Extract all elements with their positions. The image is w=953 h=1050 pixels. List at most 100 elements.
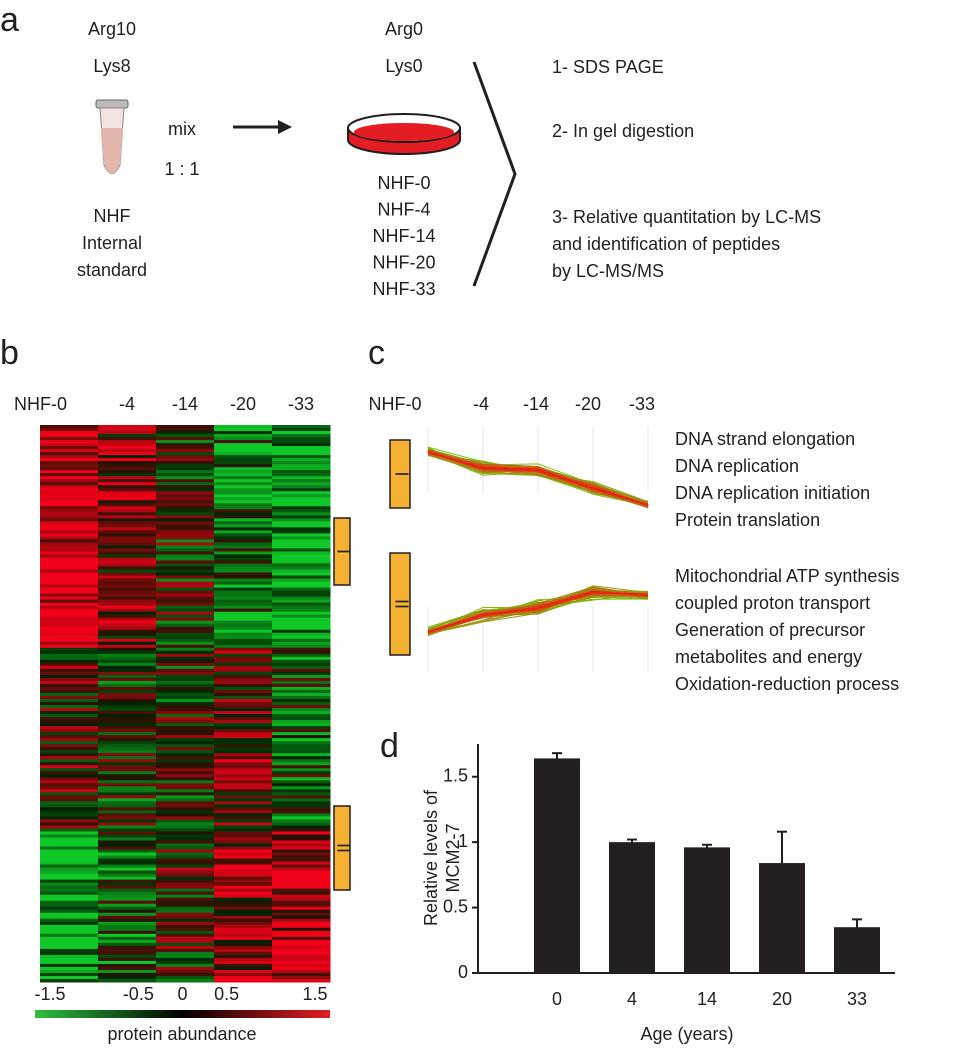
heatmap-cell xyxy=(272,897,331,902)
heatmap-cell xyxy=(214,858,273,863)
heatmap-cell xyxy=(98,789,157,793)
y-tick-label: 0 xyxy=(458,962,468,982)
heatmap-cell xyxy=(40,476,99,480)
heatmap-cell xyxy=(98,590,157,595)
heatmap-cell xyxy=(156,762,215,766)
heatmap-cell xyxy=(98,852,157,857)
heatmap-cell xyxy=(156,608,215,613)
heatmap-cell xyxy=(40,557,99,561)
heatmap-cell xyxy=(156,584,215,589)
heatmap-cell xyxy=(40,659,99,664)
heatmap-cell xyxy=(156,428,215,432)
heatmap-cell xyxy=(272,876,331,881)
heatmap-cell xyxy=(214,512,273,516)
heatmap-cell xyxy=(156,500,215,504)
heatmap-cell xyxy=(156,638,215,643)
heatmap-cell xyxy=(98,440,157,444)
heatmap-cell xyxy=(156,708,215,712)
heatmap-cell xyxy=(272,969,331,974)
error-bar xyxy=(702,843,712,851)
heatmap-cell xyxy=(156,780,215,784)
heatmap-cell xyxy=(40,518,99,522)
heatmap-cell xyxy=(98,867,157,872)
heatmap-cell xyxy=(98,963,157,968)
heatmap-cell xyxy=(214,641,273,646)
heatmap-cell xyxy=(40,587,99,592)
heatmap-cell xyxy=(156,741,215,745)
heatmap-cell xyxy=(98,930,157,935)
heatmap-cell xyxy=(272,930,331,935)
heatmap-cell xyxy=(40,762,99,766)
heatmap-cell xyxy=(156,701,215,706)
heatmap-cell xyxy=(156,614,215,619)
heatmap-cell xyxy=(214,500,273,504)
heatmap-cell xyxy=(98,506,157,510)
heatmap-cell xyxy=(272,563,331,568)
heatmap-cell xyxy=(40,921,99,926)
heatmap-cell xyxy=(272,756,331,760)
heatmap-cell xyxy=(214,635,273,640)
heatmap-cell xyxy=(156,804,215,808)
heatmap-cell xyxy=(272,536,331,540)
heatmap-cell xyxy=(214,509,273,513)
heatmap-cell xyxy=(156,599,215,604)
heatmap-cell xyxy=(156,939,215,944)
heatmap-cell xyxy=(98,840,157,845)
heatmap-cell xyxy=(40,437,99,441)
heatmap-cell xyxy=(40,479,99,483)
heatmap-cell xyxy=(272,476,331,480)
heatmap-cell xyxy=(272,521,331,525)
heatmap-cell xyxy=(214,897,273,902)
heatmap-cell xyxy=(98,915,157,920)
heatmap-cell xyxy=(214,879,273,884)
error-bar xyxy=(552,752,562,765)
heatmap-cell xyxy=(98,900,157,905)
heatmap-cell xyxy=(156,572,215,577)
heatmap-cell xyxy=(98,497,157,501)
label: NHF-33 xyxy=(372,279,435,299)
heatmap-cell xyxy=(40,473,99,477)
heatmap-cell xyxy=(214,741,273,745)
heatmap-cell xyxy=(156,665,215,670)
heatmap-cell xyxy=(156,557,215,561)
panel-letter: c xyxy=(368,334,385,372)
heatmap-cell xyxy=(272,524,331,528)
heatmap-cell xyxy=(98,897,157,902)
heatmap-cell xyxy=(156,771,215,775)
heatmap-cell xyxy=(98,816,157,820)
error-bar xyxy=(852,918,862,937)
heatmap-cell xyxy=(156,813,215,817)
heatmap-cell xyxy=(272,680,331,685)
heatmap-cell xyxy=(98,714,157,718)
heatmap-cell xyxy=(98,578,157,583)
heatmap-cell xyxy=(98,581,157,586)
heatmap-cell xyxy=(156,789,215,793)
heatmap-cell xyxy=(214,870,273,875)
heatmap-cell xyxy=(98,584,157,589)
heatmap-cell xyxy=(156,464,215,468)
heatmap-cell xyxy=(214,885,273,890)
heatmap-cell xyxy=(272,927,331,932)
heatmap-cell xyxy=(156,629,215,634)
heatmap-cell xyxy=(272,668,331,673)
heatmap-cell xyxy=(272,735,331,739)
heatmap-cell xyxy=(40,873,99,878)
heatmap-cell xyxy=(40,858,99,863)
heatmap-cell xyxy=(98,783,157,787)
heatmap-cell xyxy=(272,903,331,908)
heatmap-cell xyxy=(156,443,215,447)
heatmap-cell xyxy=(214,780,273,784)
heatmap-cell xyxy=(40,701,99,706)
heatmap-cell xyxy=(214,620,273,625)
heatmap-cell xyxy=(40,768,99,772)
heatmap-cell xyxy=(156,659,215,664)
heatmap-cell xyxy=(98,759,157,763)
heatmap-cell xyxy=(214,975,273,980)
label: NHF-14 xyxy=(372,226,435,246)
heatmap-cell xyxy=(214,969,273,974)
label: Arg10 xyxy=(88,19,136,39)
heatmap-cell xyxy=(156,692,215,697)
heatmap-cell xyxy=(40,963,99,968)
heatmap-cell xyxy=(156,954,215,959)
